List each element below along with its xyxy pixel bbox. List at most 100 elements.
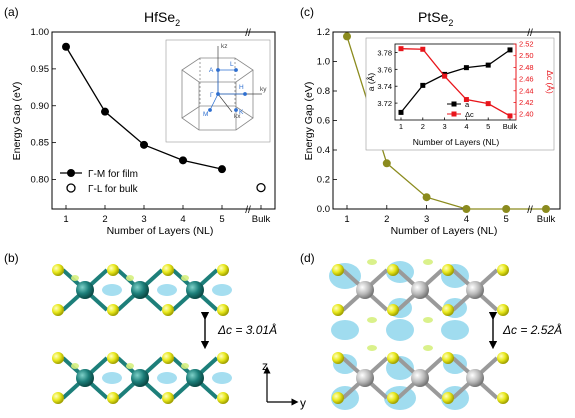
charge-lobe xyxy=(367,259,377,265)
bz-label-ky: ky xyxy=(260,86,267,93)
y-right-tick-label: 2.50 xyxy=(519,51,534,60)
charge-lobe xyxy=(367,345,377,351)
se-atom xyxy=(107,392,119,404)
y-tick-label: 0.6 xyxy=(317,116,330,127)
se-atom xyxy=(387,304,399,316)
charge-lobe xyxy=(331,320,359,340)
inset-legend: a Δc xyxy=(447,100,474,119)
plot-a-legend: Γ-M for film Γ-L for bulk xyxy=(60,169,139,195)
x-tick-label: 1 xyxy=(63,214,68,225)
data-point xyxy=(218,165,226,174)
se-atom xyxy=(162,304,174,316)
plot-c-inset: 1 2 3 4 5 Bulk 3.72 3.74 3.76 3.78 2.40 2.42 2.44 2.4… xyxy=(365,37,555,151)
inset-background xyxy=(365,37,555,151)
plot-a-frame xyxy=(51,31,276,210)
charge-lobe xyxy=(423,259,433,265)
inset-legend-dc-marker xyxy=(451,111,457,117)
legend-bulk-label: Γ-L for bulk xyxy=(88,184,139,195)
se-atom xyxy=(387,264,399,276)
plot-a-axes: 1 2 3 4 5 Bulk 0.80 0.85 0.90 0.95 1.00 xyxy=(31,27,271,225)
panel-a-title-sub: 2 xyxy=(175,18,180,28)
se-atom xyxy=(442,392,454,404)
data-point xyxy=(382,159,391,168)
se-atom xyxy=(497,264,509,276)
x-tick-label: 3 xyxy=(424,214,429,225)
charge-lobe xyxy=(386,319,414,341)
panel-d-letter: (d) xyxy=(300,251,315,265)
charge-lobe xyxy=(212,284,232,296)
panel-c-title-main: PtSe xyxy=(418,9,449,25)
bz-label-A: A xyxy=(209,67,214,74)
se-atom xyxy=(107,304,119,316)
se-atom xyxy=(52,304,64,316)
inset-legend-a-marker xyxy=(451,101,457,107)
data-point xyxy=(398,46,404,52)
brillouin-zone-inset: kz ky kx A L H Γ K M xyxy=(165,39,271,143)
y-tick-label: 3.78 xyxy=(377,48,392,57)
bz-label-H: H xyxy=(239,84,244,91)
metal-atom xyxy=(76,369,94,387)
x-tick-label: Bulk xyxy=(252,214,271,225)
inset-ylabel-left: a (Å) xyxy=(366,73,376,92)
plot-a-xlabel: Number of Layers (NL) xyxy=(107,225,214,237)
charge-lobe xyxy=(181,363,189,369)
se-atom xyxy=(442,352,454,364)
panel-c-title: PtSe2 xyxy=(418,9,453,28)
charge-lobe xyxy=(212,372,232,384)
x-tick-label: 4 xyxy=(180,214,185,225)
metal-atom xyxy=(356,369,374,387)
charge-lobe xyxy=(157,284,177,296)
metal-atom xyxy=(186,369,204,387)
x-tick-label: 4 xyxy=(464,122,468,131)
y-tick-label: 0.2 xyxy=(317,175,330,186)
y-tick-label: 3.76 xyxy=(377,65,392,74)
plot-c-axis-break-top: // xyxy=(527,28,533,39)
charge-lobe xyxy=(181,275,189,281)
y-right-tick-label: 2.48 xyxy=(519,63,534,72)
y-axis-label: y xyxy=(300,396,306,410)
bz-label-Gamma: Γ xyxy=(210,92,214,99)
panel-b-delta-c: Δc = 3.01Å xyxy=(217,322,277,337)
x-tick-label: 5 xyxy=(504,214,509,225)
y-tick-label: 3.74 xyxy=(377,82,392,91)
charge-lobe xyxy=(423,317,433,323)
data-point xyxy=(140,140,148,149)
se-atom xyxy=(442,264,454,276)
panel-d-delta-c: Δc = 2.52Å xyxy=(502,322,562,337)
y-right-tick-label: 2.46 xyxy=(519,75,534,84)
panel-b-letter: (b) xyxy=(4,251,19,265)
data-point xyxy=(463,65,469,71)
bz-label-L: L xyxy=(230,61,234,68)
hfse2-bilayer-structure xyxy=(52,264,232,404)
series-line xyxy=(400,49,511,113)
legend-film-marker xyxy=(67,169,75,177)
charge-lobe xyxy=(157,372,177,384)
inset-legend-dc-label: Δc xyxy=(465,110,474,119)
data-point xyxy=(420,82,426,88)
coordinate-axes-icon: z y xyxy=(262,359,306,410)
series-line xyxy=(400,48,511,117)
data-point xyxy=(256,182,266,193)
data-point xyxy=(542,205,550,213)
metal-atom xyxy=(356,281,374,299)
panel-a-title: HfSe2 xyxy=(144,9,180,28)
x-tick-label: Bulk xyxy=(537,214,556,225)
plot-c-xlabel: Number of Layers (NL) xyxy=(391,225,498,237)
y-tick-label: 0.85 xyxy=(31,138,50,149)
panel-c: (c) PtSe2 1 2 3 4 5 Bulk0.00.20.40.60.81.01.2… xyxy=(300,5,561,237)
y-right-tick-label: 2.44 xyxy=(519,86,534,95)
y-tick-label: 0.95 xyxy=(31,64,50,75)
se-atom xyxy=(387,392,399,404)
inset-xlabel: Number of Layers (NL) xyxy=(413,137,500,147)
metal-atom xyxy=(411,369,429,387)
charge-lobe xyxy=(367,317,377,323)
metal-atom xyxy=(466,281,484,299)
metal-atom xyxy=(131,281,149,299)
data-point xyxy=(62,42,70,51)
inset-marks xyxy=(398,46,513,119)
se-atom xyxy=(162,264,174,276)
plot-a-marks xyxy=(62,42,266,193)
metal-atom xyxy=(131,369,149,387)
y-tick-label: 3.72 xyxy=(377,99,392,108)
metal-atom xyxy=(411,281,429,299)
